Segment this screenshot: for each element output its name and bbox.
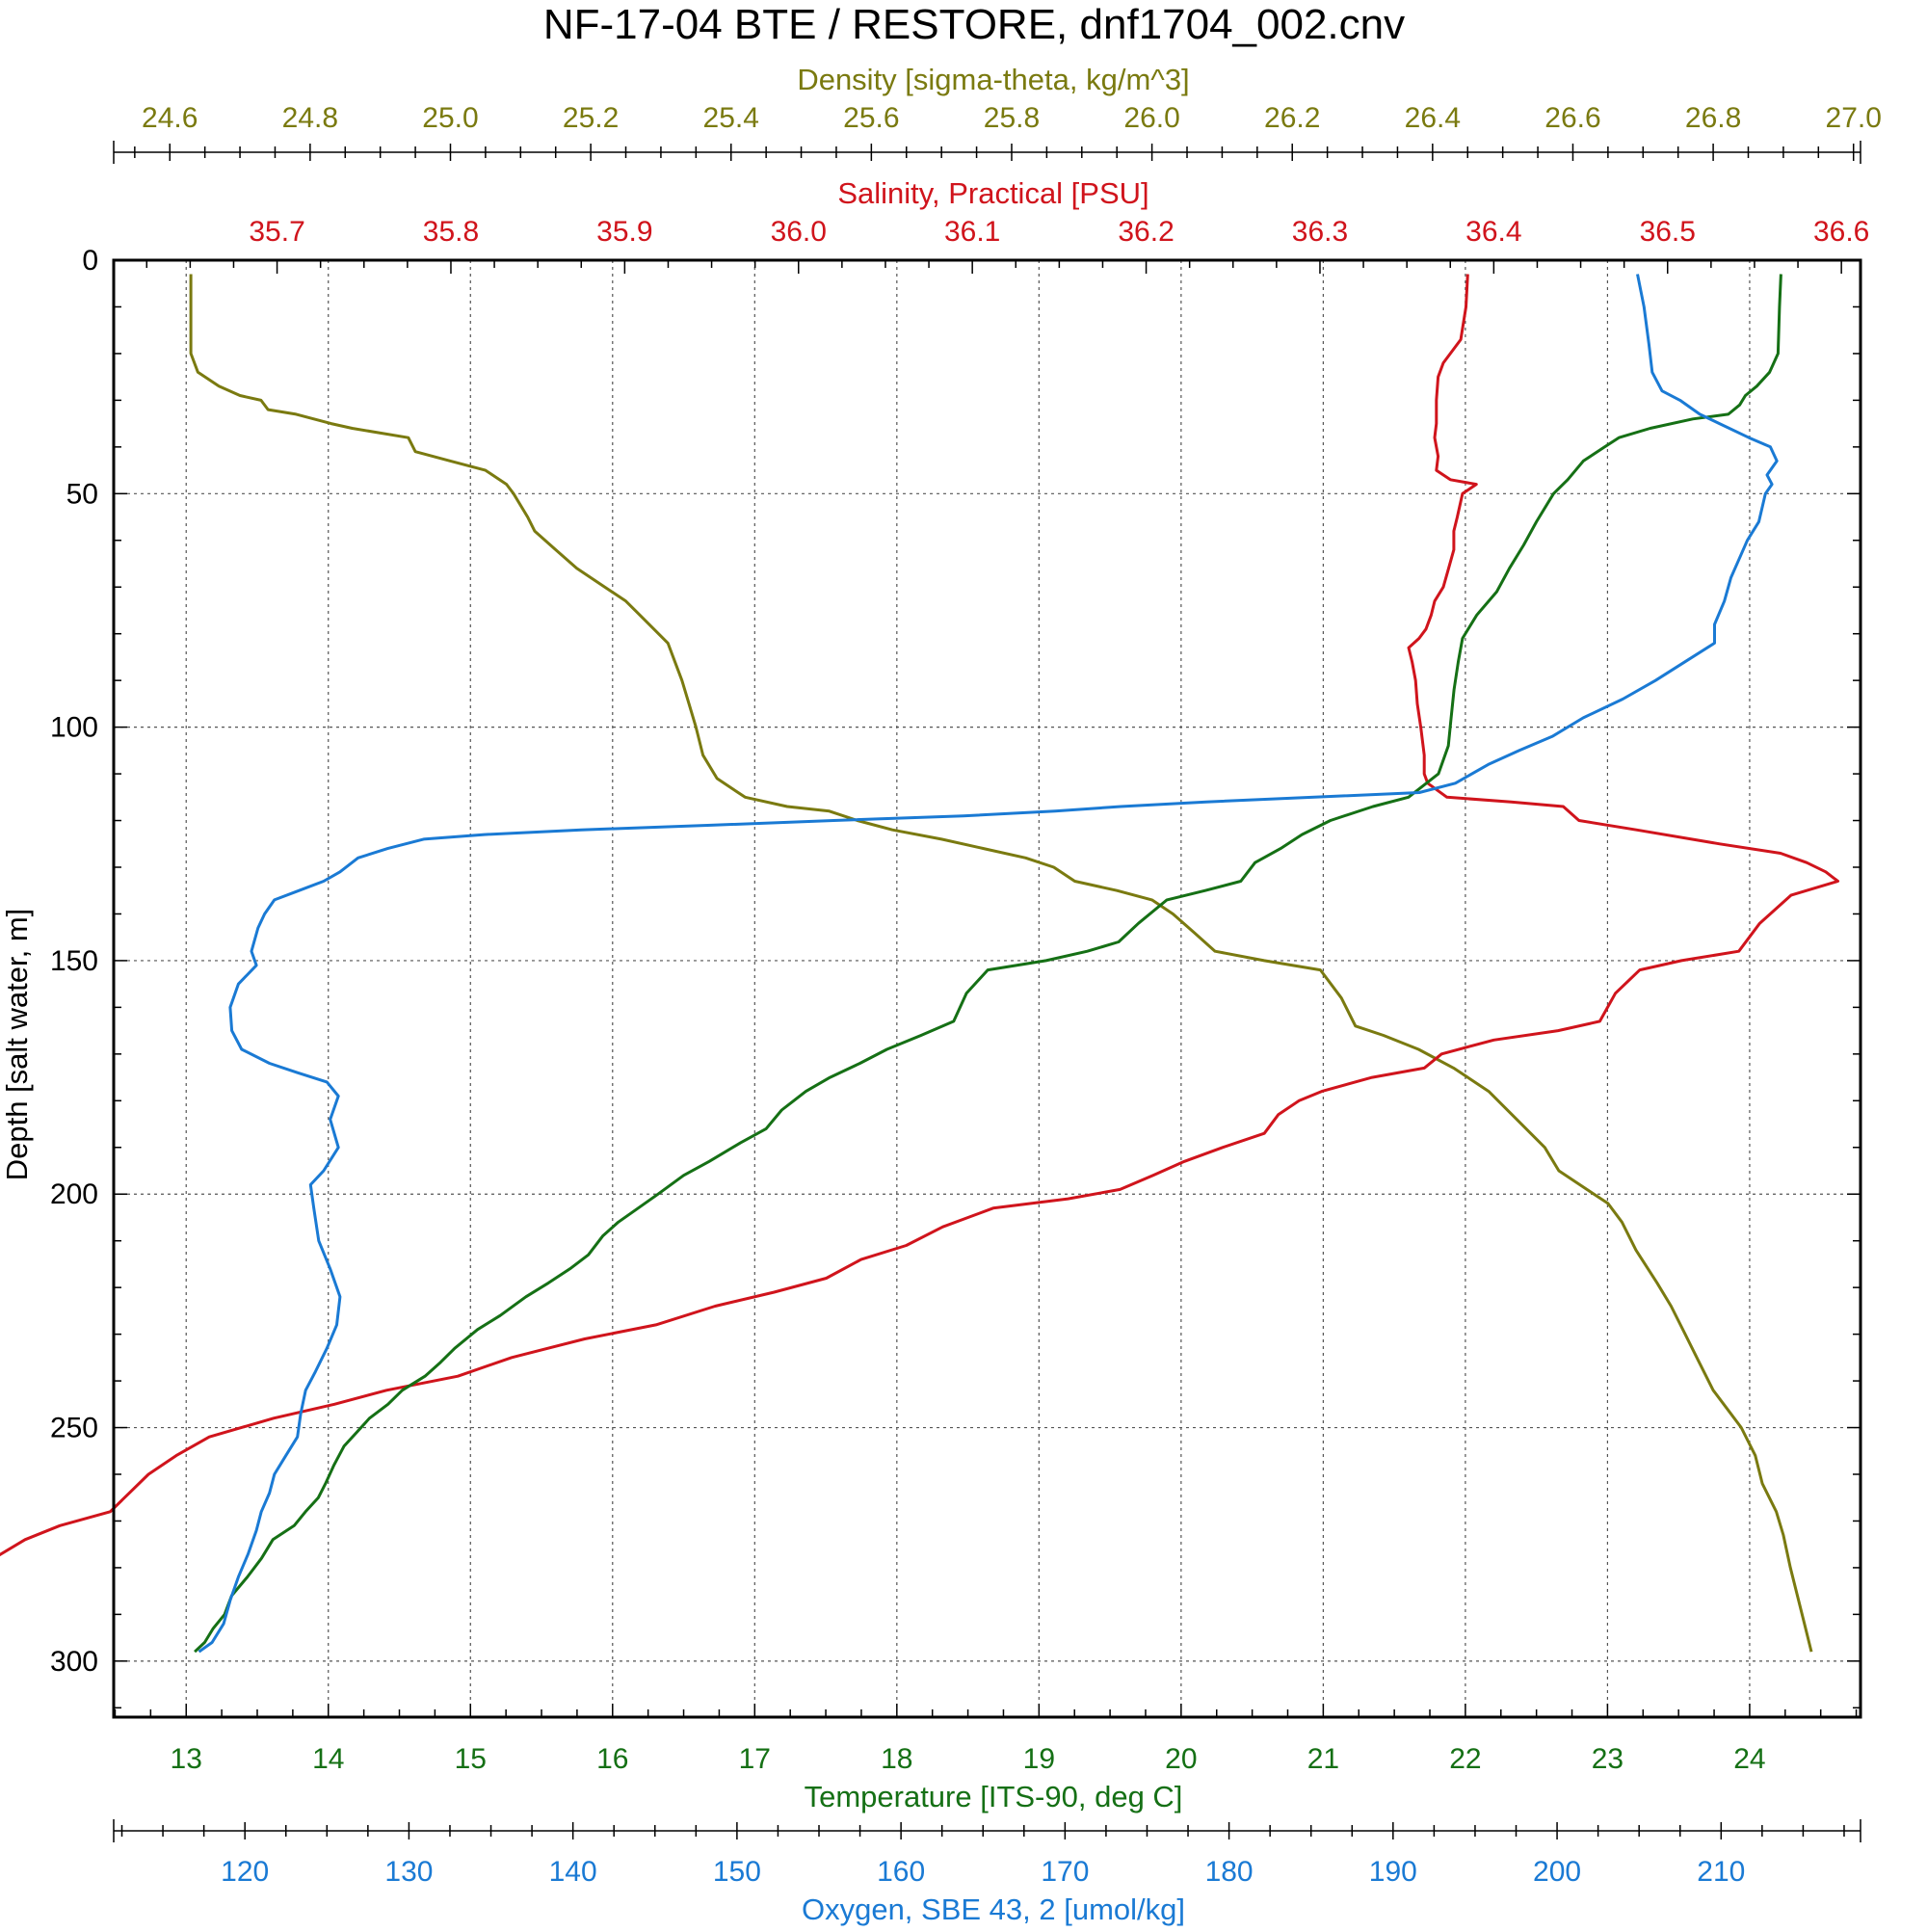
- oxygen-tick-label: 160: [877, 1856, 925, 1888]
- salinity-axis-label: Salinity, Practical [PSU]: [837, 176, 1148, 210]
- oxygen-tick-label: 210: [1697, 1856, 1745, 1888]
- density-tick-label: 26.4: [1405, 102, 1461, 134]
- temperature-tick-label: 24: [1733, 1743, 1765, 1775]
- oxygen-tick-label: 140: [549, 1856, 597, 1888]
- series: [0, 274, 1839, 1654]
- depth-axis-label: Depth [salt water, m]: [0, 909, 34, 1181]
- temperature-tick-label: 22: [1449, 1743, 1481, 1775]
- depth-tick-label: 250: [50, 1413, 98, 1444]
- salinity-tick-label: 36.1: [944, 216, 1000, 248]
- oxygen-profile-line: [198, 274, 1779, 1654]
- salinity-tick-label: 36.2: [1118, 216, 1174, 248]
- oxygen-tick-label: 190: [1369, 1856, 1417, 1888]
- density-tick-label: 24.6: [142, 102, 198, 134]
- salinity-tick-label: 35.8: [423, 216, 479, 248]
- temperature-tick-label: 13: [171, 1743, 202, 1775]
- density-tick-label: 25.0: [422, 102, 478, 134]
- oxygen-tick-label: 130: [384, 1856, 433, 1888]
- density-tick-label: 25.4: [703, 102, 759, 134]
- temperature-tick-label: 18: [881, 1743, 912, 1775]
- temperature-tick-label: 23: [1592, 1743, 1623, 1775]
- depth-tick-label: 100: [50, 712, 98, 744]
- salinity-tick-label: 36.0: [771, 216, 827, 248]
- depth-tick-label: 50: [66, 478, 98, 510]
- salinity-tick-label: 36.4: [1465, 216, 1521, 248]
- salinity-profile-line: [0, 274, 1839, 1557]
- temperature-tick-label: 17: [739, 1743, 771, 1775]
- density-tick-label: 25.8: [984, 102, 1040, 134]
- depth-tick-label: 300: [50, 1646, 98, 1678]
- oxygen-tick-label: 150: [713, 1856, 761, 1888]
- oxygen-axis-label: Oxygen, SBE 43, 2 [umol/kg]: [802, 1892, 1185, 1926]
- density-tick-label: 24.8: [282, 102, 338, 134]
- density-tick-label: 26.6: [1544, 102, 1600, 134]
- temperature-axis-label: Temperature [ITS-90, deg C]: [805, 1780, 1183, 1813]
- density-tick-label: 27.0: [1826, 102, 1882, 134]
- oxygen-tick-label: 170: [1041, 1856, 1089, 1888]
- salinity-tick-label: 35.7: [249, 216, 304, 248]
- depth-tick-label: 0: [82, 245, 98, 277]
- temperature-tick-label: 14: [312, 1743, 344, 1775]
- oxygen-tick-label: 200: [1533, 1856, 1581, 1888]
- density-axis-label: Density [sigma-theta, kg/m^3]: [797, 63, 1189, 96]
- temperature-tick-label: 19: [1023, 1743, 1055, 1775]
- plot-frame: [112, 258, 1862, 1719]
- density-tick-label: 26.0: [1123, 102, 1179, 134]
- grid: [114, 260, 1861, 1717]
- density-tick-label: 26.8: [1685, 102, 1741, 134]
- salinity-tick-label: 36.5: [1640, 216, 1696, 248]
- density-profile-line: [189, 274, 1813, 1653]
- salinity-tick-label: 36.6: [1813, 216, 1869, 248]
- temperature-tick-label: 16: [596, 1743, 628, 1775]
- salinity-tick-label: 35.9: [596, 216, 652, 248]
- density-tick-label: 25.2: [563, 102, 619, 134]
- chart-title: NF-17-04 BTE / RESTORE, dnf1704_002.cnv: [543, 1, 1405, 48]
- oxygen-tick-label: 120: [221, 1856, 269, 1888]
- density-tick-label: 26.2: [1264, 102, 1320, 134]
- temperature-tick-label: 15: [455, 1743, 487, 1775]
- temperature-profile-line: [194, 274, 1782, 1654]
- density-tick-label: 25.6: [843, 102, 899, 134]
- temperature-tick-label: 20: [1165, 1743, 1197, 1775]
- depth-tick-label: 150: [50, 945, 98, 977]
- oxygen-tick-label: 180: [1205, 1856, 1254, 1888]
- temperature-tick-label: 21: [1307, 1743, 1339, 1775]
- depth-tick-label: 200: [50, 1178, 98, 1210]
- salinity-tick-label: 36.3: [1292, 216, 1348, 248]
